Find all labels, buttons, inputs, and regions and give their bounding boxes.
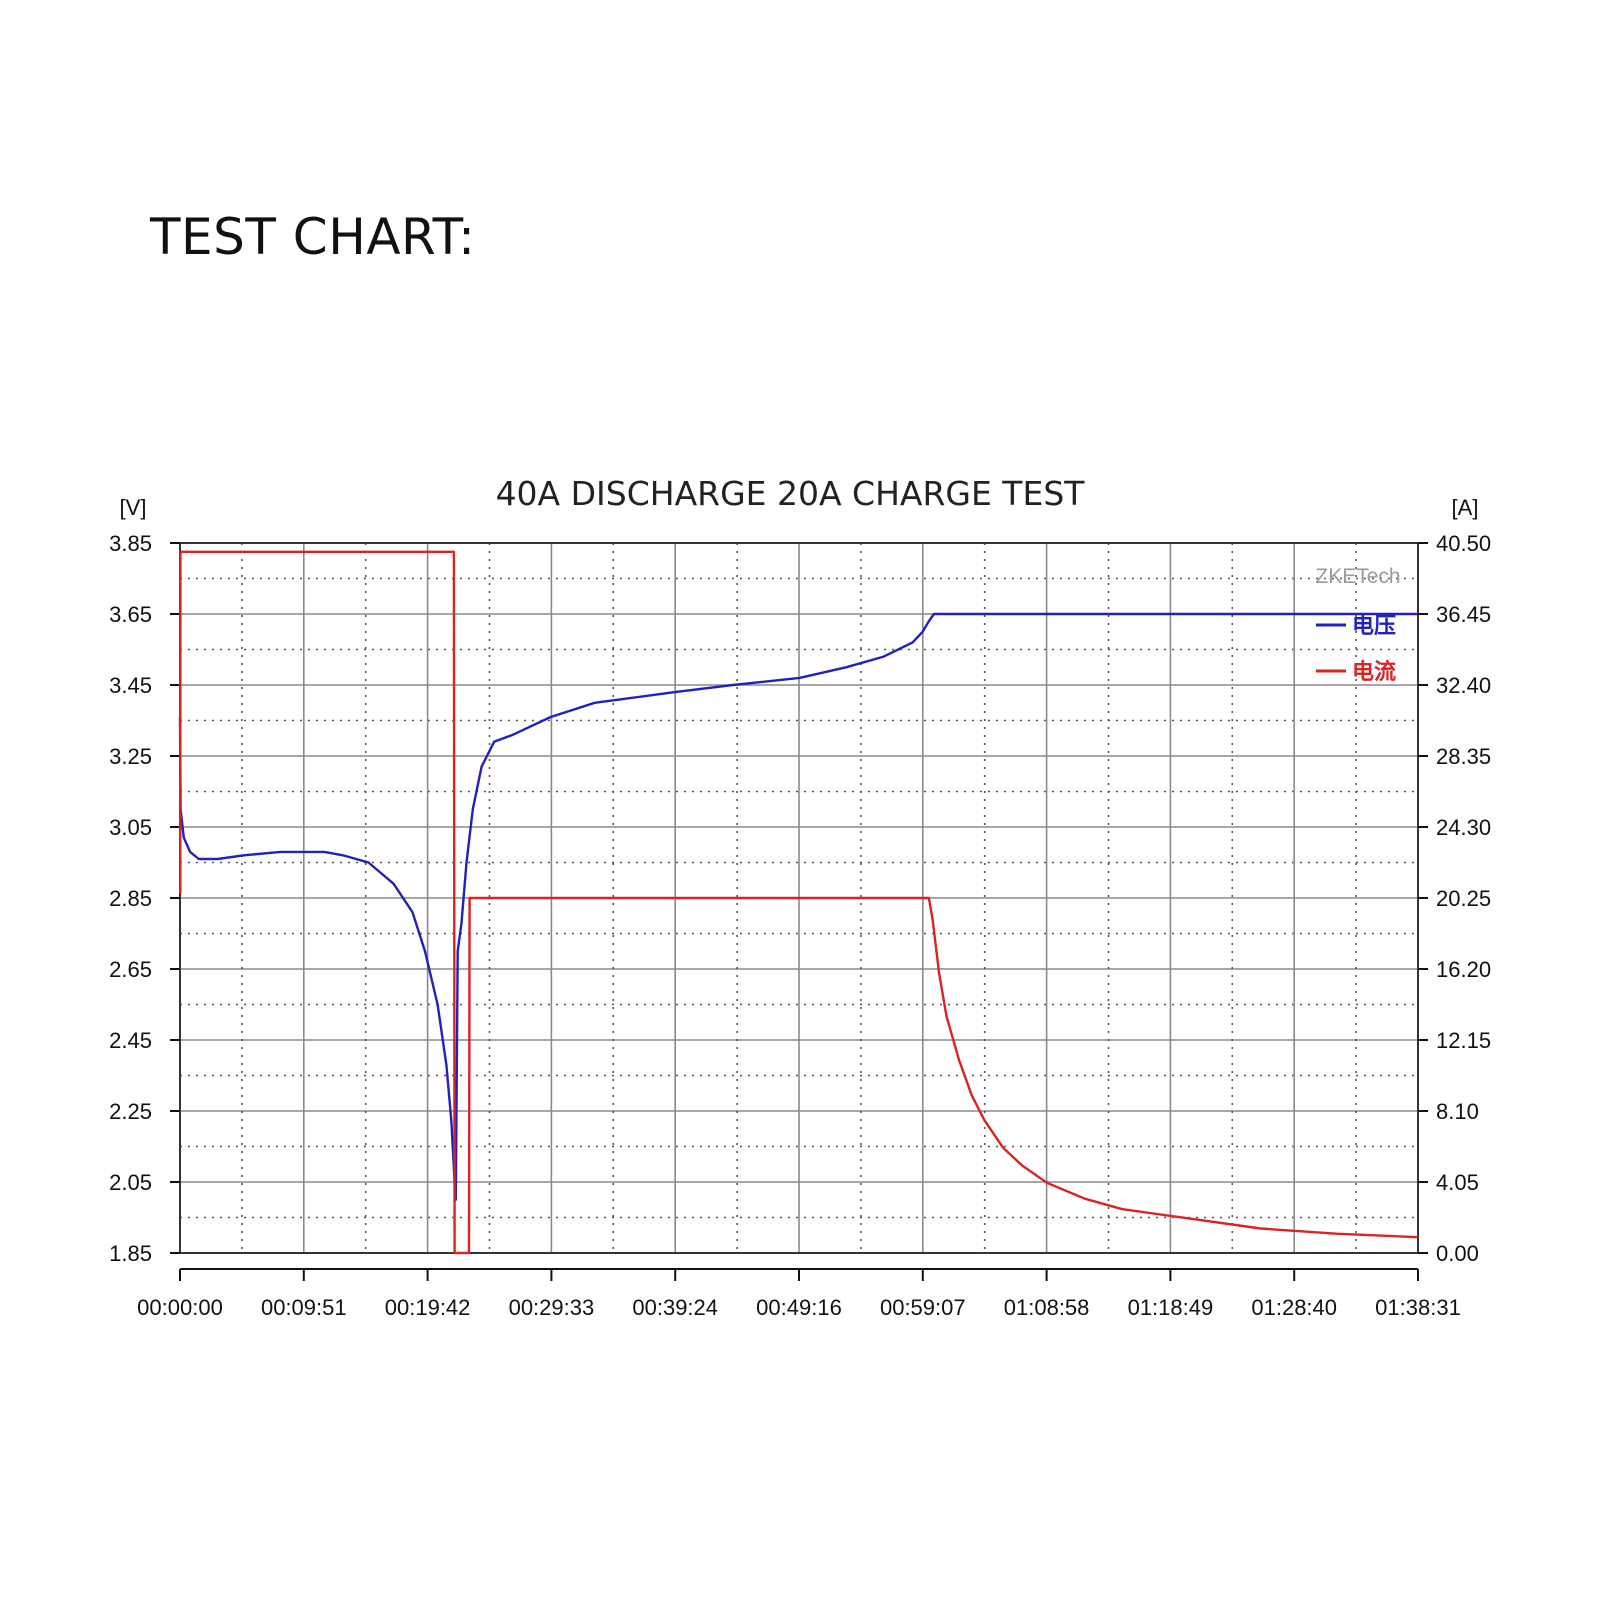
y-left-tick-label: 3.45 [109,673,152,698]
y-right-tick-label: 40.50 [1436,531,1491,556]
y-right-tick-label: 8.10 [1436,1099,1479,1124]
x-tick-label: 00:00:00 [137,1295,223,1320]
y-right-tick-label: 12.15 [1436,1028,1491,1053]
y-right-tick-label: 0.00 [1436,1241,1479,1266]
page-heading: TEST CHART: [150,208,476,266]
y-right-tick-label: 36.45 [1436,602,1491,627]
y-left-tick-label: 3.85 [109,531,152,556]
x-tick-label: 01:38:31 [1375,1295,1461,1320]
y-left-tick-label: 2.45 [109,1028,152,1053]
x-tick-label: 00:39:24 [632,1295,718,1320]
y-left-tick-label: 1.85 [109,1241,152,1266]
series-group [178,550,1418,1255]
y-right-tick-label: 4.05 [1436,1170,1479,1195]
x-tick-label: 01:08:58 [1004,1295,1090,1320]
left-axis-unit: [V] [120,495,147,520]
x-tick-label: 00:59:07 [880,1295,966,1320]
y-left-tick-label: 3.65 [109,602,152,627]
chart-title: 40A DISCHARGE 20A CHARGE TEST [496,474,1086,513]
x-tick-label: 00:09:51 [261,1295,347,1320]
y-left-tick-label: 2.85 [109,886,152,911]
x-tick-label: 00:19:42 [385,1295,471,1320]
y-left-tick-label: 2.05 [109,1170,152,1195]
y-right-tick-label: 20.25 [1436,886,1491,911]
y-right-tick-label: 32.40 [1436,673,1491,698]
y-left-tick-label: 2.65 [109,957,152,982]
x-tick-label: 01:28:40 [1251,1295,1337,1320]
y-left-tick-label: 3.25 [109,744,152,769]
y-right-tick-label: 16.20 [1436,957,1491,982]
y-left-tick-label: 3.05 [109,815,152,840]
y-right-tick-label: 24.30 [1436,815,1491,840]
y-right-tick-label: 28.35 [1436,744,1491,769]
legend-label: 电流 [1352,659,1396,685]
right-axis-unit: [A] [1452,495,1479,520]
voltage-series-line [178,612,1418,1202]
y-left-tick-label: 2.25 [109,1099,152,1124]
x-tick-label: 00:29:33 [509,1295,595,1320]
legend-label: 电压 [1352,614,1396,639]
watermark-text: ZKETech [1315,565,1400,588]
axes: 3.85 3.65 3.45 3.25 3.05 2.85 2.65 2.45 2.25 2.05… [109,531,1491,1320]
x-tick-label: 01:18:49 [1128,1295,1214,1320]
x-tick-label: 00:49:16 [756,1295,842,1320]
current-series-line [179,550,1418,1255]
